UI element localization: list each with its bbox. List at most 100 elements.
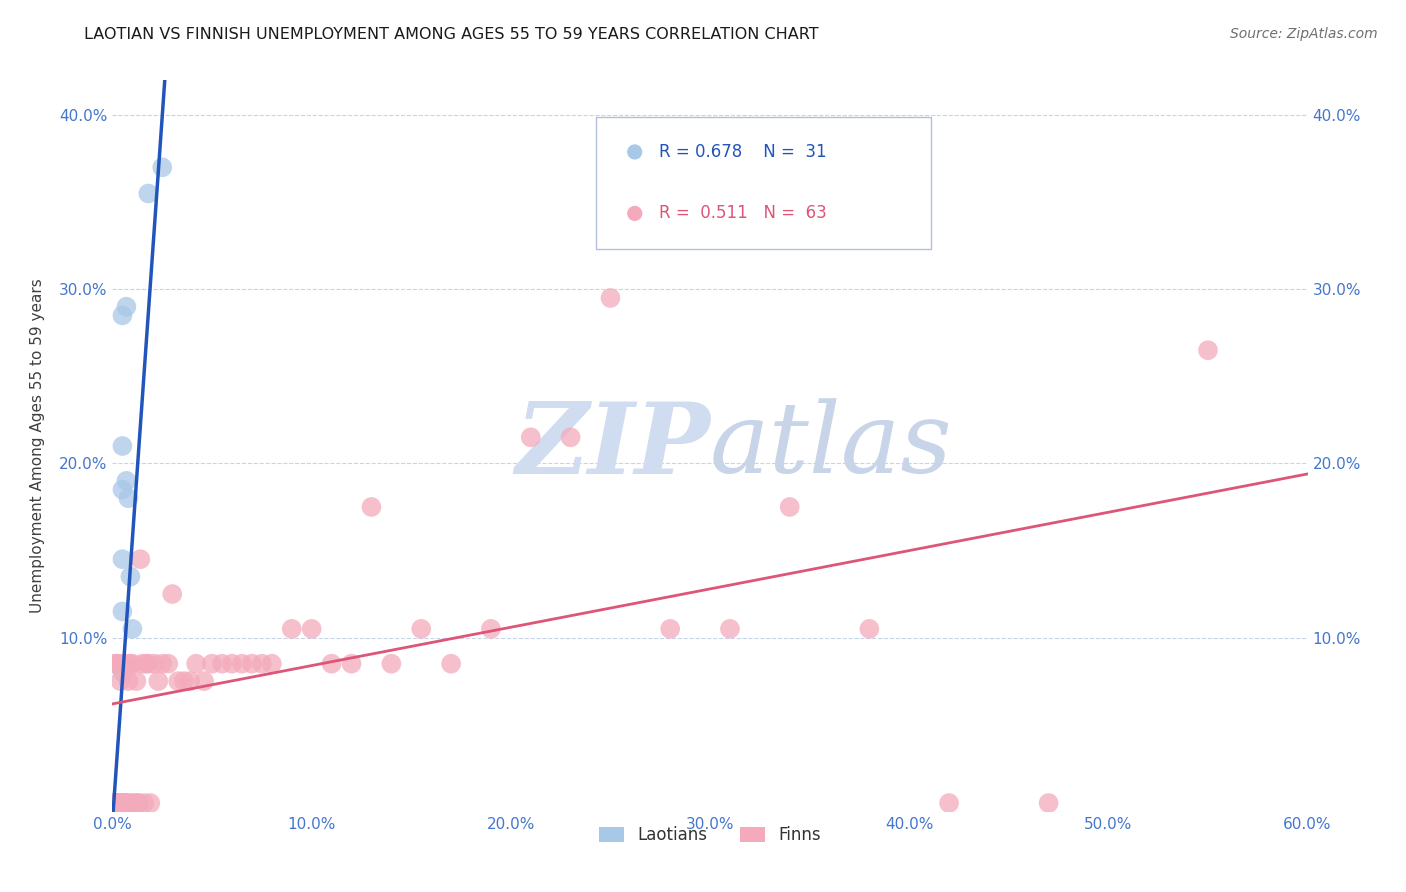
Point [107,796,129,810]
Point [117,796,139,810]
Point [111,604,134,618]
Point [105,796,128,810]
Point [240,657,263,671]
Point [938,796,960,810]
Point [281,622,304,636]
Point [1197,343,1219,358]
Point [114,796,135,810]
Point [105,796,128,810]
Point [520,430,543,444]
FancyBboxPatch shape [596,117,931,249]
Point [143,657,166,671]
Point [301,622,323,636]
Point [121,657,143,671]
Point [110,796,132,810]
Point [125,674,148,689]
Point [114,796,135,810]
Point [380,657,402,671]
Point [221,657,243,671]
Point [107,796,129,810]
Point [360,500,382,514]
Text: LAOTIAN VS FINNISH UNEMPLOYMENT AMONG AGES 55 TO 59 YEARS CORRELATION CHART: LAOTIAN VS FINNISH UNEMPLOYMENT AMONG AG… [84,27,818,42]
Point [111,665,134,680]
Y-axis label: Unemployment Among Ages 55 to 59 years: Unemployment Among Ages 55 to 59 years [31,278,45,614]
Point [440,657,463,671]
Point [157,657,180,671]
Point [858,622,880,636]
Point [110,796,132,810]
Point [120,657,142,671]
Point [107,796,129,810]
Point [111,483,134,497]
Point [110,796,132,810]
Point [120,569,142,583]
Point [111,796,134,810]
Point [138,186,160,201]
Point [107,796,129,810]
Point [340,657,363,671]
Point [211,657,233,671]
Point [111,309,134,323]
Point [150,657,173,671]
Text: ZIP: ZIP [515,398,710,494]
Point [560,430,582,444]
Point [138,657,160,671]
Point [599,291,621,305]
Point [111,439,134,453]
Point [110,796,132,810]
Point [135,657,157,671]
Point [411,622,433,636]
Point [250,657,273,671]
Point [115,474,138,488]
Point [718,622,741,636]
Point [103,796,125,810]
Point [110,796,132,810]
Point [115,796,138,810]
Point [107,796,129,810]
Point [105,796,128,810]
Point [231,657,253,671]
Point [110,674,132,689]
Point [139,796,162,810]
Point [260,657,283,671]
Point [115,657,138,671]
Point [115,300,138,314]
Point [779,500,801,514]
Text: R =  0.511   N =  63: R = 0.511 N = 63 [658,204,827,222]
Point [107,796,129,810]
Point [127,796,149,810]
Text: Source: ZipAtlas.com: Source: ZipAtlas.com [1230,27,1378,41]
Point [321,657,343,671]
Point [148,674,170,689]
Point [127,796,149,810]
Point [167,674,190,689]
Point [162,587,183,601]
Point [117,491,139,506]
Point [121,622,143,636]
Point [131,657,153,671]
Point [659,622,682,636]
Point [186,657,208,671]
Point [107,796,129,810]
Point [173,674,195,689]
Point [105,796,128,810]
Text: atlas: atlas [710,399,953,493]
Point [110,796,132,810]
Point [110,796,132,810]
Point [129,552,152,566]
Point [105,657,128,671]
Point [111,552,134,566]
Point [103,796,125,810]
Point [193,674,215,689]
Text: R = 0.678    N =  31: R = 0.678 N = 31 [658,143,827,161]
Point [124,796,146,810]
Point [179,674,201,689]
Point [121,796,143,810]
Point [117,674,139,689]
Point [107,657,129,671]
Point [1038,796,1060,810]
Point [479,622,502,636]
Legend: Laotians, Finns: Laotians, Finns [592,820,828,851]
Point [103,657,125,671]
Point [134,796,156,810]
